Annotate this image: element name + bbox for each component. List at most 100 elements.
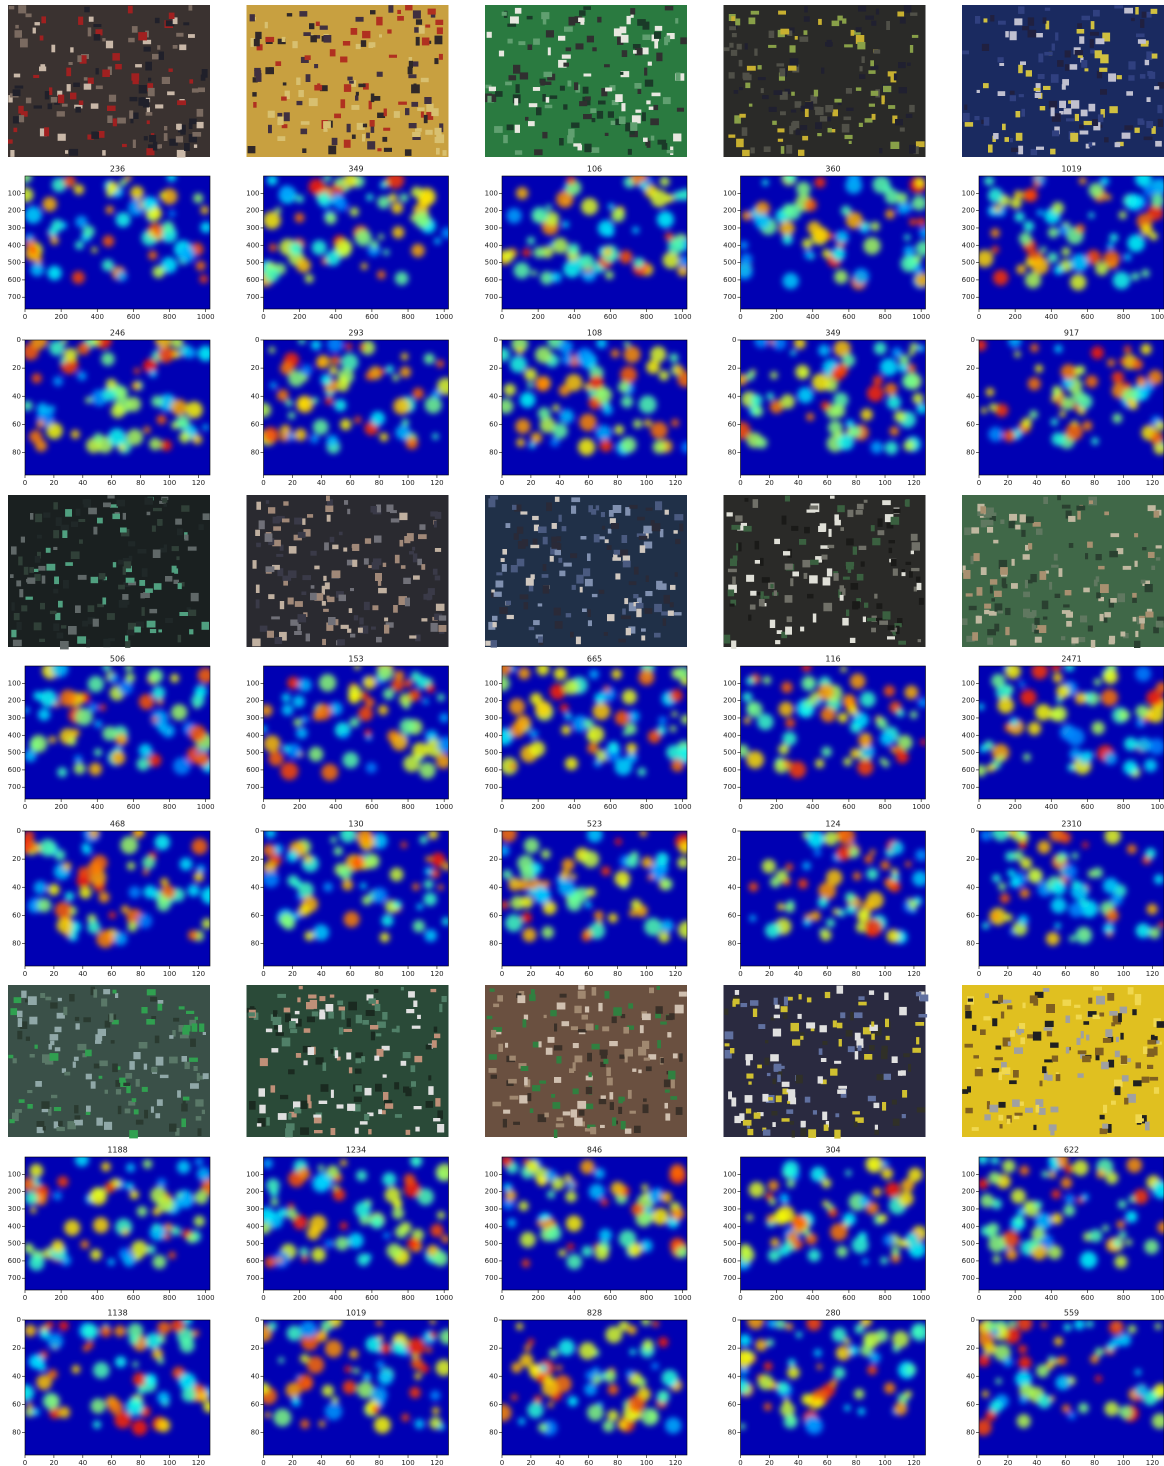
photo-texture — [567, 135, 573, 143]
photo-texture — [607, 1078, 613, 1086]
density-blob — [789, 761, 806, 778]
photo — [8, 495, 210, 649]
photo-texture — [436, 604, 445, 611]
y-tick-label: 60 — [728, 911, 737, 919]
density-blob — [885, 383, 898, 396]
density-blob — [404, 679, 412, 687]
density-blob — [126, 1182, 134, 1190]
x-tick-label: 400 — [568, 803, 581, 811]
photo-texture — [275, 61, 281, 66]
density-blob — [621, 396, 633, 408]
photo-texture — [574, 1118, 582, 1126]
photo-texture — [21, 537, 25, 543]
photo-texture — [520, 72, 528, 79]
photo-texture — [728, 135, 735, 138]
photo-texture — [417, 1015, 421, 1019]
photo-texture — [78, 17, 83, 25]
density-blob — [68, 737, 77, 746]
density-blob — [1080, 1251, 1097, 1268]
density-blob — [74, 184, 85, 195]
y-tick-label: 100 — [8, 189, 21, 197]
photo-texture — [382, 137, 387, 142]
x-tick-label: 20 — [49, 479, 58, 487]
photo-texture — [754, 49, 757, 56]
density-blob — [1123, 760, 1138, 775]
density-blob — [269, 347, 276, 354]
density-blob — [608, 741, 620, 753]
photo-texture — [1002, 1067, 1011, 1074]
density-blob — [305, 274, 314, 283]
photo-texture — [1116, 1037, 1119, 1042]
photo-texture — [1009, 1080, 1017, 1084]
density-blob — [1119, 358, 1125, 364]
photo-texture — [514, 98, 518, 105]
photo-texture — [33, 28, 36, 34]
x-tick-label: 200 — [293, 1294, 306, 1302]
density-blob — [119, 179, 126, 186]
y-tick-label: 60 — [12, 911, 21, 919]
photo-texture — [578, 18, 585, 22]
photo-texture — [869, 990, 874, 995]
y-tick-label: 100 — [723, 189, 736, 197]
density-blob — [993, 270, 1009, 286]
photo-texture — [526, 578, 534, 586]
photo-texture — [129, 1061, 134, 1070]
photo-texture — [282, 519, 290, 523]
density-blob — [559, 340, 573, 354]
photo-texture — [558, 558, 562, 563]
density-blob — [1135, 666, 1151, 682]
photo-texture — [559, 515, 562, 522]
photo-texture — [569, 1068, 574, 1073]
y-tick-label: 500 — [246, 749, 259, 757]
density-blob — [327, 336, 343, 352]
photo-texture — [1123, 566, 1132, 570]
density-blob — [442, 862, 450, 870]
photo-texture — [787, 616, 793, 622]
photo-texture — [415, 1127, 419, 1132]
photo-texture — [191, 593, 199, 601]
photo-texture — [790, 58, 799, 66]
photo-texture — [15, 86, 24, 89]
density-blob — [164, 1233, 171, 1240]
photo-texture — [916, 1037, 919, 1044]
photo-texture — [747, 66, 756, 71]
photo-texture — [968, 999, 973, 1002]
photo-texture — [513, 1122, 520, 1125]
density-blob — [1019, 1166, 1029, 1176]
photo-texture — [326, 1004, 334, 1012]
photo-texture — [837, 986, 844, 994]
x-tick-label: 200 — [293, 803, 306, 811]
density-blob — [679, 841, 692, 854]
photo-texture — [533, 39, 540, 45]
y-tick-label: 500 — [8, 1240, 21, 1248]
x-tick-label: 60 — [823, 479, 832, 487]
photo-texture — [621, 103, 625, 111]
photo-texture — [145, 62, 152, 71]
photo-texture — [1076, 1015, 1082, 1020]
photo-texture — [762, 1094, 768, 1102]
y-tick-label: 300 — [962, 224, 975, 232]
photo-texture — [1059, 101, 1066, 108]
photo-texture — [316, 22, 320, 26]
photo-texture — [288, 1113, 291, 1120]
photo-texture — [1066, 621, 1072, 627]
density-blob — [359, 344, 366, 351]
density-blob — [988, 188, 1003, 203]
density-blob — [522, 1259, 530, 1267]
density-blob — [1071, 254, 1089, 272]
density-blob — [857, 909, 871, 923]
photo-texture — [53, 623, 59, 631]
density-blob — [806, 413, 814, 421]
density-blob — [354, 663, 361, 670]
photo-texture — [1015, 525, 1020, 530]
density-blob — [122, 1229, 129, 1236]
density-blob — [498, 845, 509, 856]
photo-texture — [904, 5, 911, 13]
density-blob — [48, 405, 55, 412]
density-blob — [779, 702, 794, 717]
density-blob — [412, 388, 423, 399]
photo-texture — [493, 1004, 499, 1008]
photo — [962, 985, 1164, 1137]
photo-texture — [1157, 1021, 1164, 1028]
photo-texture — [844, 117, 852, 121]
